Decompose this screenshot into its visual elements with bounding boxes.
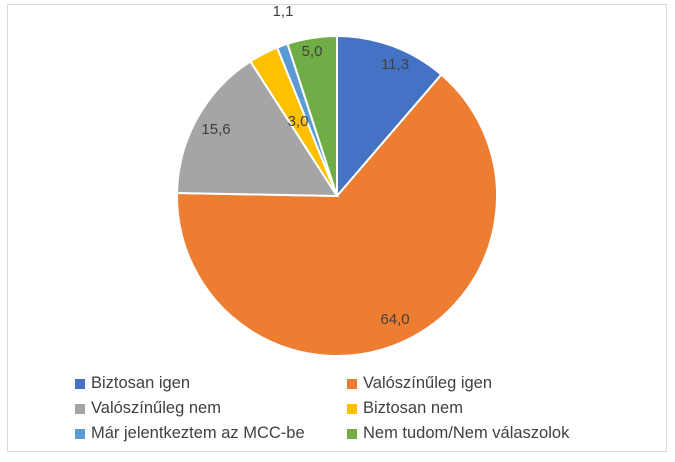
data-label: 1,1 <box>273 3 294 20</box>
legend-item: Biztosan nem <box>347 399 463 418</box>
legend-swatch <box>75 378 85 389</box>
legend-label: Valószínűleg igen <box>363 374 493 392</box>
legend-swatch <box>75 428 85 439</box>
legend-swatch <box>75 403 85 414</box>
legend-swatch <box>347 428 357 439</box>
legend-item: Már jelentkeztem az MCC-be <box>75 424 305 443</box>
legend-label: Már jelentkeztem az MCC-be <box>91 424 305 442</box>
legend-item: Valószínűleg igen <box>347 374 492 393</box>
data-label: 5,0 <box>302 43 323 60</box>
legend-swatch <box>347 378 357 389</box>
data-label: 3,0 <box>288 113 309 130</box>
legend-item: Biztosan igen <box>75 374 190 393</box>
pie-slice-0 <box>336 34 443 199</box>
legend-label: Valószínűleg nem <box>91 399 221 417</box>
data-label: 11,3 <box>381 56 409 73</box>
pie-slice-5 <box>286 34 338 197</box>
legend-item: Valószínűleg nem <box>75 399 221 418</box>
legend-swatch <box>347 403 357 414</box>
data-label: 15,6 <box>201 121 230 138</box>
legend-item: Nem tudom/Nem válaszolok <box>347 424 569 443</box>
pie-slice-1 <box>176 73 498 357</box>
legend-label: Biztosan nem <box>363 399 463 417</box>
legend-label: Biztosan igen <box>91 374 191 392</box>
pie-slice-2 <box>176 60 339 198</box>
data-label: 64,0 <box>380 311 409 328</box>
legend-label: Nem tudom/Nem válaszolok <box>363 424 570 442</box>
chart-border <box>7 4 667 452</box>
